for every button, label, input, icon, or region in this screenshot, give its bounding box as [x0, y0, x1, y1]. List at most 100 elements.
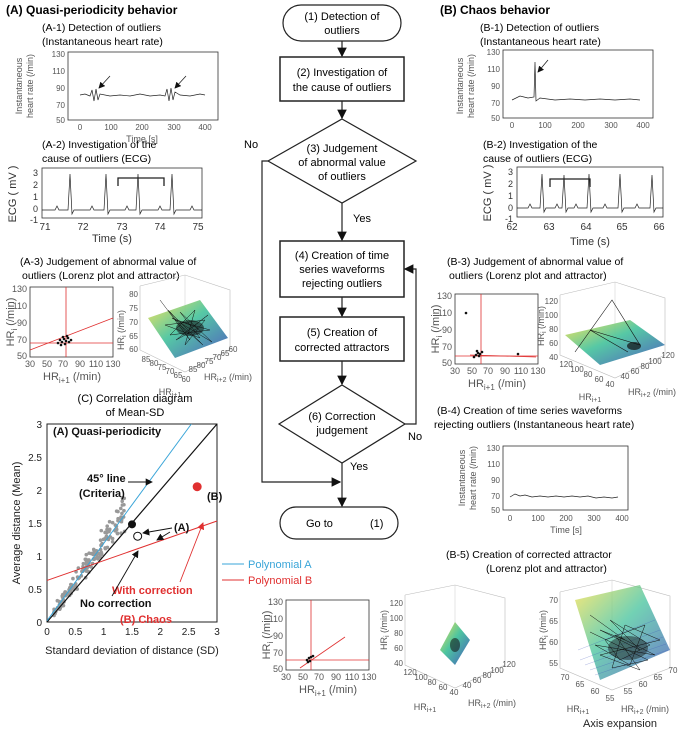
- b3-attractor-3d: HRi (/min) 120 100 80 60 40 120 100 80 6…: [536, 281, 676, 404]
- flow-step-4-label-2: series waveforms: [299, 264, 385, 276]
- b4-plot: Instantaneous heart rate (/min) 130 110 …: [457, 444, 629, 535]
- scatter-point: [119, 506, 123, 511]
- scatter-point: [99, 528, 104, 533]
- a2-title: (A-2) Investigation of the: [42, 139, 157, 151]
- b5-ytick: 70: [273, 648, 283, 658]
- b3-3d-ztick: 80: [549, 325, 558, 334]
- b3-3d-zlabel: HRi (/min): [536, 306, 548, 346]
- b2-xtick: 62: [506, 222, 518, 233]
- a1-xtick: 400: [198, 123, 212, 132]
- b3-3d-ztick: 60: [549, 339, 558, 348]
- a3-3d-ytick: 70: [213, 353, 222, 362]
- b5-exp-ylabel: HRi+2 (/min): [621, 704, 669, 716]
- b5-exp-xtick: 65: [576, 680, 585, 689]
- a3-ytick: 110: [13, 301, 27, 311]
- chart-legend: Polynomial A Polynomial B: [222, 559, 312, 587]
- b5-exp-zlabel: HRi (/min): [538, 610, 550, 650]
- a3-3d-ztick: 70: [129, 318, 138, 327]
- b3-ylabel: HRi (/min): [430, 305, 444, 354]
- b3-3d-ztick: 100: [545, 311, 559, 320]
- b1-subtitle: (Instantaneous heart rate): [480, 36, 601, 48]
- label-a: (A): [174, 522, 190, 534]
- panel-c-subtitle: of Mean-SD: [106, 407, 165, 419]
- b5-3d-ztick: 60: [394, 644, 403, 653]
- b5-3d-ytick: 80: [483, 671, 492, 680]
- a1-ylabel2: heart rate (/min): [25, 54, 35, 118]
- b4-title: (B-4) Creation of time series waveforms: [437, 405, 622, 417]
- b3-3d-ztick: 40: [549, 353, 558, 362]
- flowchart: (1) Detection of outliers (2) Investigat…: [244, 4, 422, 540]
- scatter-point: [122, 496, 127, 501]
- b2-ytick: 1: [508, 191, 513, 201]
- a3-xtick: 30: [25, 359, 35, 369]
- chart-xtick: 0.5: [68, 627, 82, 638]
- a1-ytick: 70: [56, 101, 65, 110]
- a3-3d-xtick: 85: [142, 355, 151, 364]
- chart-xtick: 1: [101, 627, 107, 638]
- chart-ylabel: Average distance (Mean): [11, 462, 23, 585]
- b5-exp-ztick: 65: [549, 617, 558, 626]
- b5-ytick: 110: [269, 614, 283, 624]
- a1-plot: Instantaneous heart rate (/min) 130 110 …: [14, 50, 219, 144]
- scatter-point: [122, 508, 126, 513]
- b3-xtick: 50: [467, 366, 477, 376]
- scatter-point: [120, 499, 125, 504]
- a3-xtick: 50: [42, 359, 52, 369]
- scatter-point: [120, 511, 124, 516]
- a2-ytick: -1: [30, 215, 38, 225]
- a3-3d-ytick: 80: [197, 361, 206, 370]
- b3-3d-xtick: 120: [559, 360, 573, 369]
- b2-xlabel: Time (s): [570, 236, 610, 248]
- flow-goto-number: (1): [370, 518, 383, 530]
- b2-ylabel: ECG ( mV ): [482, 165, 494, 222]
- b5-3d-xtick: 100: [414, 673, 428, 682]
- b5-xtick: 70: [314, 672, 324, 682]
- a3-ytick: 90: [17, 318, 27, 328]
- a1-xtick: 0: [78, 123, 83, 132]
- a3-title: (A-3) Judgement of abnormal value of: [20, 256, 196, 268]
- b3-xtick: 30: [450, 366, 460, 376]
- b5-3d-ztick: 40: [394, 659, 403, 668]
- a1-title: (A-1) Detection of outliers: [42, 22, 161, 34]
- b5-exp-ztick: 55: [549, 659, 558, 668]
- b5-3d-ytick: 100: [490, 666, 504, 675]
- flow-step-5-label: (5) Creation of: [307, 327, 378, 339]
- a1-ytick: 130: [52, 50, 66, 59]
- b5-attractor-3d: HRi (/min) 120 100 80 60 40 120 100 80 6…: [379, 584, 516, 714]
- b2-xtick: 65: [616, 222, 628, 233]
- b5-exp-ytick: 70: [669, 666, 678, 675]
- b1-title: (B-1) Detection of outliers: [480, 22, 599, 34]
- a3-xlabel: HRi+1 (/min): [43, 371, 101, 385]
- b4-xtick: 100: [531, 514, 545, 523]
- a2-xtick: 75: [192, 222, 204, 233]
- b3-3d-ytick: 80: [641, 362, 650, 371]
- b3-lorenz-plot: 130 110 90 70 50 30 50 70 90 110 130 HRi…: [430, 291, 546, 392]
- flow-yes-label: Yes: [353, 213, 371, 225]
- flow-goto-label: Go to: [306, 518, 333, 530]
- b3-ytick: 90: [442, 325, 452, 335]
- scatter-point: [116, 509, 120, 514]
- b3-xtick: 70: [483, 366, 493, 376]
- a3-lorenz-plot: 130 110 90 70 50 30 50 70 90 110 130 HRi…: [5, 284, 121, 385]
- a3-ytick: 50: [17, 351, 27, 361]
- flow-step-1-label: (1) Detection of: [304, 11, 380, 23]
- b1-ytick: 70: [491, 99, 500, 108]
- b4-xtick: 0: [508, 514, 513, 523]
- b5-exp-ztick: 70: [549, 596, 558, 605]
- a1-ylabel1: Instantaneous: [14, 57, 24, 114]
- scatter-point: [84, 569, 89, 574]
- flow-decision-3-label-2: of abnormal value: [298, 157, 385, 169]
- b5-3d-zlabel: HRi (/min): [379, 610, 391, 650]
- b2-ytick: 3: [508, 167, 513, 177]
- a3-ylabel: HRi (/min): [5, 298, 19, 347]
- scatter-point: [101, 537, 106, 542]
- b5-3d-ylabel: HRi+2 (/min): [468, 698, 516, 710]
- a3-3d-ylabel: HRi+2 (/min): [204, 372, 252, 384]
- flow-step-1-label-2: outliers: [324, 25, 360, 37]
- a1-xlabel: Time [s]: [126, 134, 158, 144]
- b3-3d-ztick: 120: [545, 297, 559, 306]
- b4-xlabel: Time [s]: [550, 525, 582, 535]
- a3-3d-xtick: 60: [182, 375, 191, 384]
- a1-xtick: 100: [104, 123, 118, 132]
- b5-3d-ytick: 120: [502, 660, 516, 669]
